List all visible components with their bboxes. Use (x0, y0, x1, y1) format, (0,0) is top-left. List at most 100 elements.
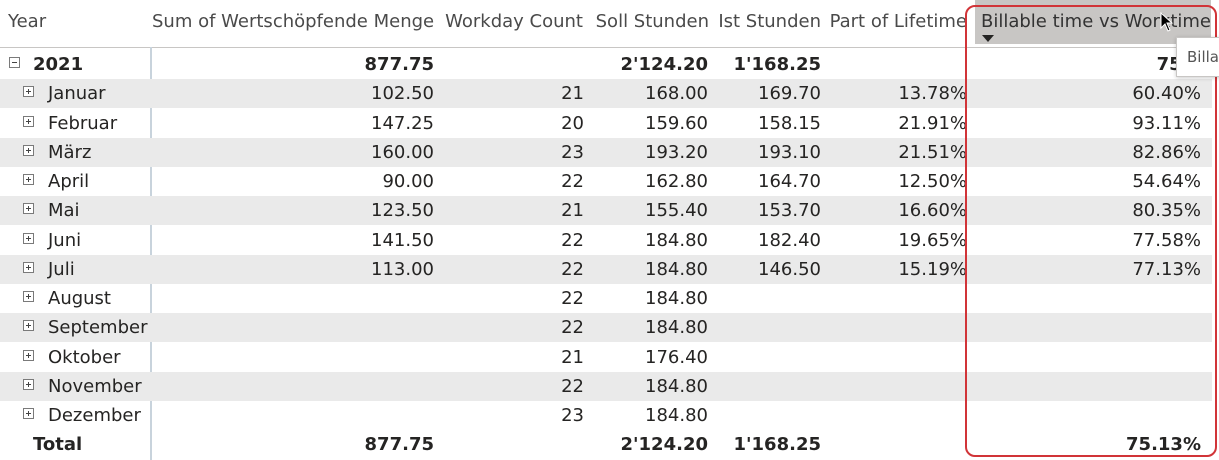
cell-billable-vs-worktime: 54.64% (1132, 171, 1201, 192)
cell-workday-count: 23 (561, 405, 584, 426)
cell-wertschoepfende-menge (152, 343, 434, 372)
cell-wertschoepfende-menge: 90.00 (382, 171, 434, 192)
cell-soll-stunden: 168.00 (645, 83, 708, 105)
cell-soll-stunden: 193.20 (645, 141, 708, 163)
header-soll-stunden[interactable]: Soll Stunden (595, 11, 709, 32)
cell-billable-vs-worktime: 75.13% (1126, 434, 1201, 456)
header-workday-count[interactable]: Workday Count (445, 11, 583, 32)
cell-part-of-lifetime (823, 372, 967, 401)
cell-ist-stunden: 193.10 (758, 141, 821, 163)
row-label: Dezember (48, 405, 141, 426)
table-row[interactable]: März 160.00 23 193.20 193.10 21.51% 82.86% (0, 137, 1212, 167)
table-row[interactable]: Juli 113.00 22 184.80 146.50 15.19% 77.13% (0, 254, 1212, 284)
row-label: Januar (48, 83, 106, 105)
cell-soll-stunden: 176.40 (645, 346, 708, 368)
expand-plus-icon[interactable] (23, 144, 34, 156)
cell-soll-stunden: 184.80 (645, 375, 708, 397)
expand-plus-icon[interactable] (23, 174, 34, 185)
cell-part-of-lifetime (823, 430, 967, 459)
cell-part-of-lifetime: 16.60% (898, 200, 967, 222)
year-row[interactable]: 2021 877.75 2'124.20 1'168.25 75.1 (0, 50, 1212, 79)
cell-workday-count: 23 (561, 141, 584, 163)
cell-ist-stunden: 1'168.25 (733, 434, 822, 456)
cell-workday-count: 22 (561, 258, 584, 280)
table-row[interactable]: April 90.00 22 162.80 164.70 12.50% 54.64% (0, 167, 1212, 196)
cell-wertschoepfende-menge (152, 284, 434, 313)
table-row[interactable]: Oktober 21 176.40 (0, 343, 1212, 372)
cell-billable-vs-worktime: 93.11% (1132, 112, 1201, 134)
cell-soll-stunden: 159.60 (645, 112, 708, 134)
header-ist-stunden[interactable]: Ist Stunden (718, 11, 821, 32)
table-row[interactable]: Mai 123.50 21 155.40 153.70 16.60% 80.35% (0, 196, 1212, 226)
expand-plus-icon[interactable] (23, 115, 34, 127)
cell-workday-count: 22 (561, 317, 584, 339)
row-label: Juni (48, 229, 82, 251)
cell-ist-stunden (710, 313, 821, 342)
cell-part-of-lifetime: 21.91% (898, 112, 967, 134)
cell-workday-count: 20 (561, 112, 584, 134)
expand-plus-icon[interactable] (23, 291, 34, 302)
header-part-of-lifetime[interactable]: Part of Lifetime (829, 11, 967, 32)
row-label: Total (33, 434, 83, 456)
cell-soll-stunden: 184.80 (645, 317, 708, 339)
expand-plus-icon[interactable] (23, 203, 34, 215)
expand-plus-icon[interactable] (23, 86, 34, 98)
cell-soll-stunden: 184.80 (645, 229, 708, 251)
cell-billable-vs-worktime: 75.1 (975, 50, 1201, 79)
cell-workday-count: 21 (561, 346, 584, 368)
table-row[interactable]: Januar 102.50 21 168.00 169.70 13.78% 60.40% (0, 79, 1212, 109)
header-row: Year Sum of Wertschöpfende Menge Workday… (0, 0, 1219, 48)
cell-part-of-lifetime (823, 50, 967, 79)
cell-workday-count: 21 (561, 83, 584, 105)
expand-plus-icon[interactable] (23, 320, 34, 332)
header-wertschoepfende-menge[interactable]: Sum of Wertschöpfende Menge (152, 11, 434, 32)
cell-ist-stunden (710, 284, 821, 313)
total-row[interactable]: Total 877.75 2'124.20 1'168.25 75.13% (0, 430, 1212, 459)
cell-ist-stunden (710, 372, 821, 401)
cell-part-of-lifetime (823, 284, 967, 313)
expand-plus-icon[interactable] (23, 408, 34, 419)
cell-ist-stunden: 1'168.25 (733, 54, 822, 75)
cell-workday-count (436, 50, 584, 79)
cell-wertschoepfende-menge: 141.50 (371, 229, 434, 251)
sort-down-icon[interactable] (982, 35, 994, 42)
row-label: Februar (48, 112, 118, 134)
cell-wertschoepfende-menge: 102.50 (371, 83, 434, 105)
cell-part-of-lifetime: 21.51% (898, 141, 967, 163)
cell-workday-count: 22 (561, 288, 584, 309)
cell-workday-count: 22 (561, 171, 584, 192)
table-row[interactable]: Februar 147.25 20 159.60 158.15 21.91% 93.11% (0, 109, 1212, 138)
cell-ist-stunden: 153.70 (758, 200, 821, 222)
cell-wertschoepfende-menge: 877.75 (364, 54, 434, 75)
cell-ist-stunden: 164.70 (758, 171, 821, 192)
cell-billable-vs-worktime (975, 313, 1201, 342)
row-label: April (48, 171, 90, 192)
header-year[interactable]: Year (8, 11, 47, 32)
cell-billable-vs-worktime (975, 343, 1201, 372)
expand-plus-icon[interactable] (23, 349, 34, 361)
cell-part-of-lifetime (823, 313, 967, 342)
cell-ist-stunden: 182.40 (758, 229, 821, 251)
table-row[interactable]: August 22 184.80 (0, 284, 1212, 313)
expand-plus-icon[interactable] (23, 232, 34, 244)
column-tooltip: Billa (1176, 37, 1219, 77)
cell-billable-vs-worktime: 60.40% (1132, 83, 1201, 105)
cell-billable-vs-worktime (975, 372, 1201, 401)
header-billable-vs-worktime[interactable]: Billable time vs Worktime (975, 0, 1211, 44)
table-row[interactable]: Juni 141.50 22 184.80 182.40 19.65% 77.58% (0, 226, 1212, 255)
row-label: September (48, 317, 148, 339)
cell-ist-stunden (710, 401, 821, 430)
table-row[interactable]: September 22 184.80 (0, 313, 1212, 343)
cell-workday-count: 22 (561, 375, 584, 397)
cell-billable-vs-worktime: 82.86% (1132, 141, 1201, 163)
table-row[interactable]: Dezember 23 184.80 (0, 401, 1212, 430)
collapse-minus-icon[interactable] (9, 57, 20, 68)
expand-plus-icon[interactable] (23, 261, 34, 273)
expand-plus-icon[interactable] (23, 378, 34, 390)
row-header-divider (150, 47, 152, 460)
cell-part-of-lifetime: 19.65% (898, 229, 967, 251)
cell-wertschoepfende-menge (152, 401, 434, 430)
cell-billable-vs-worktime: 77.58% (1132, 229, 1201, 251)
table-row[interactable]: November 22 184.80 (0, 371, 1212, 401)
